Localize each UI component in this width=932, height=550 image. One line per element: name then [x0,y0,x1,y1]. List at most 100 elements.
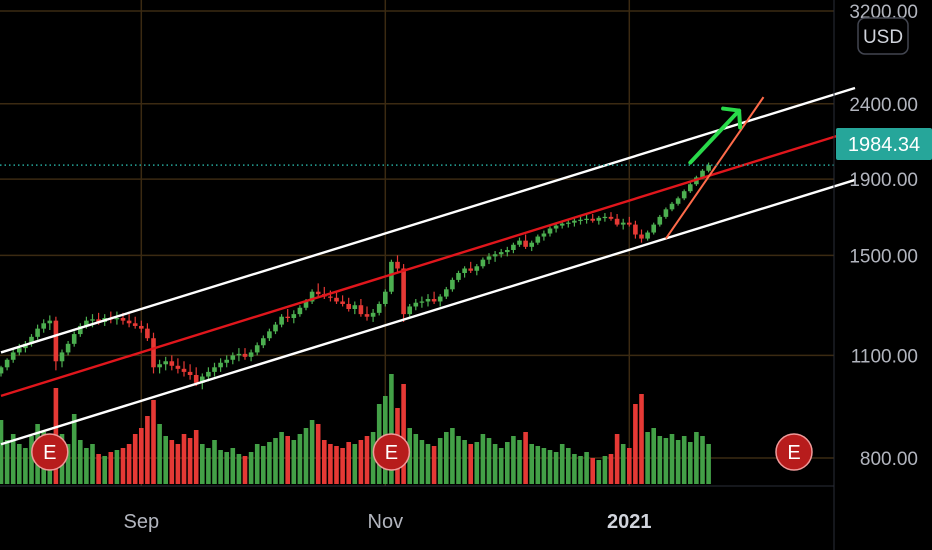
volume-bar [169,440,175,484]
volume-bar [114,450,120,484]
volume-bar [480,434,486,484]
candle-body [303,301,309,308]
volume-bar [492,444,498,484]
candle-body [413,302,419,307]
last-price-tag-bg [836,128,932,160]
candle-body [248,352,254,357]
candle-body [181,368,187,372]
arrow-head[interactable] [721,106,743,130]
candle-body [59,352,65,362]
candle-body [456,273,461,280]
volume-bar [389,374,394,484]
candle-body [376,303,382,313]
candle-body [340,301,345,304]
volume-bar [437,438,443,484]
volume-bar [102,456,107,484]
projection-line[interactable] [665,96,765,240]
candle-body [279,316,284,325]
volume-bar [84,448,89,484]
candle-body [291,314,297,319]
candle-body [334,297,339,302]
candle-body [675,198,681,204]
volume-bar [224,452,229,484]
candle-body [163,361,168,365]
volume-bar [419,440,425,484]
projection-arrow[interactable] [688,106,743,165]
candle-body [212,367,217,372]
earnings-marker-circle[interactable] [775,433,813,471]
candle-body [431,299,437,302]
volume-bar [78,440,83,484]
earnings-marker-circle[interactable] [31,433,69,471]
candle-body [126,320,132,324]
volume-bar [4,440,10,484]
projection-segment[interactable] [665,96,765,240]
candle-body [602,216,608,219]
price-axis[interactable]: 3200.002400.001900.001500.001100.00800.0… [849,2,918,470]
candle-body [578,219,583,221]
price-tick-label: 2400.00 [849,95,918,116]
trend-channel[interactable] [0,86,856,446]
volume-bar [0,420,4,484]
candle-body [358,305,364,315]
volume-bar [645,432,650,484]
candle-body [419,301,425,303]
volume-bar [541,448,547,484]
volume-bar [193,430,199,484]
volume-bar [401,384,406,484]
volume-bar [230,448,236,484]
candle-body [71,334,77,344]
volume-bar [578,456,583,484]
volume-bar [444,432,449,484]
earnings-marker[interactable]: E [775,433,813,471]
candle-body [114,318,120,320]
volume-bar [322,440,327,484]
candle-body [53,320,59,362]
volume-bar [242,456,248,484]
volume-bars [0,374,711,484]
volume-bar [29,436,34,484]
volume-bar [273,438,278,484]
earnings-marker[interactable]: E [372,433,411,471]
volume-bar [651,428,656,484]
channel-outer-line[interactable] [0,86,856,354]
candle-body [84,320,89,326]
candle-body [627,222,632,225]
channel-outer-line[interactable] [0,178,856,446]
arrow-shaft[interactable] [688,108,742,165]
candle-body [407,306,412,315]
volume-bar [65,444,71,484]
candle-body [132,323,138,326]
candle-body [541,233,547,237]
time-axis[interactable]: Sep Nov 2021 [124,511,652,533]
channel-mid-line[interactable] [0,129,856,398]
currency-button[interactable]: USD [857,17,909,55]
candle-body [169,361,175,366]
volume-bar [126,444,132,484]
candle-body [328,296,333,298]
earnings-marker[interactable]: E [31,433,69,471]
earnings-marker-circle[interactable] [372,433,411,471]
candle-body [236,353,242,356]
volume-bar [206,448,211,484]
volume-bar [596,460,602,484]
candle-body [523,240,528,247]
candle-body [47,320,53,324]
candle-body [401,268,406,315]
candle-body [395,261,400,269]
volume-bar [669,434,675,484]
candle-body [96,319,101,322]
candle-body [65,343,71,353]
volume-bar [346,442,351,484]
candle-body [41,323,46,329]
candle-body [346,303,351,310]
candle-body [511,244,516,251]
volume-bar [370,432,376,484]
candle-body [389,261,394,292]
volume-bar [328,444,333,484]
currency-button-frame[interactable] [857,17,909,55]
candle-body [498,252,504,255]
